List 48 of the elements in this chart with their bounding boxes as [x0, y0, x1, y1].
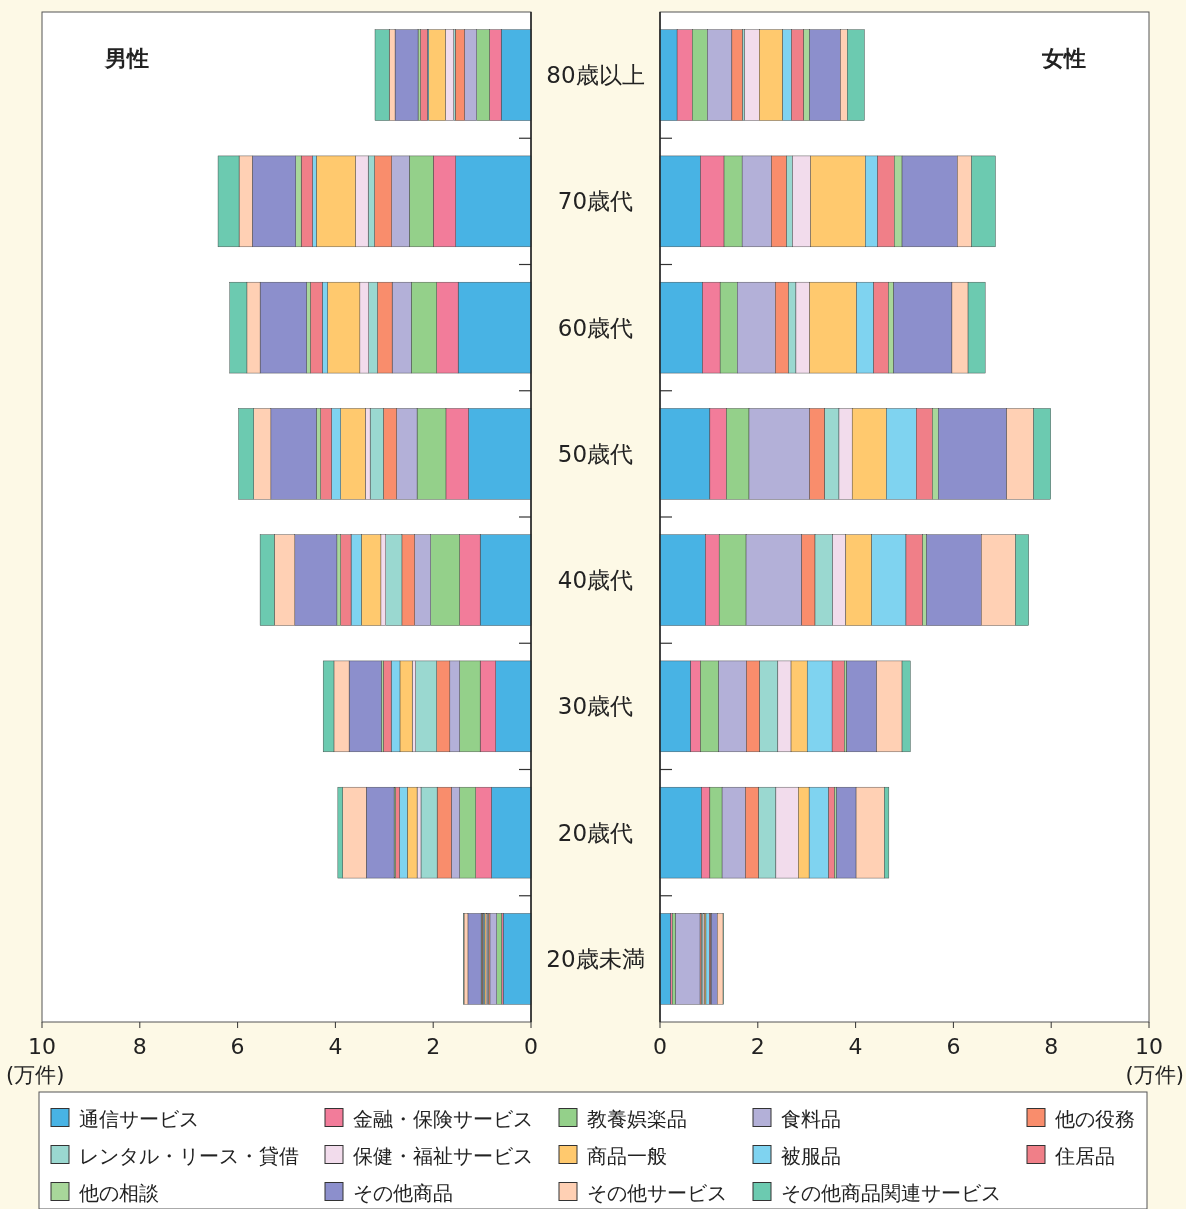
x-tick-label: 8: [132, 1034, 147, 1059]
y-tick-label: 60歳代: [557, 314, 634, 341]
食料品: 食料品: [752, 1106, 841, 1131]
y-tick-label: 50歳代: [557, 440, 634, 467]
legend-label: 教養娯楽品: [587, 1106, 687, 1131]
legend-label: その他商品: [353, 1180, 453, 1205]
その他商品関連サービス: その他商品関連サービス: [752, 1180, 1001, 1205]
x-tick-label: 4: [328, 1034, 343, 1059]
text: 女性: [1041, 46, 1086, 71]
legend-label: 食料品: [781, 1106, 841, 1131]
y-tick-label: 20歳代: [557, 819, 634, 846]
x-tick-label: 4: [848, 1034, 863, 1059]
商品一般: 商品一般: [558, 1143, 667, 1168]
y-tick-label: 40歳代: [557, 567, 634, 594]
legend-label: 住居品: [1054, 1143, 1115, 1168]
x-tick-label: 6: [230, 1034, 245, 1059]
金融・保険サービス: 金融・保険サービス: [324, 1106, 533, 1131]
legend-label: 商品一般: [587, 1143, 667, 1168]
他の相談: 他の相談: [50, 1180, 159, 1205]
x-axis-title: (万件): [6, 1063, 65, 1087]
通信サービス: 通信サービス: [50, 1106, 199, 1131]
y-tick-label: 30歳代: [557, 693, 634, 720]
x-axis-title: (万件): [1125, 1063, 1184, 1087]
legend-label: 他の役務: [1055, 1106, 1135, 1131]
legend-label: 通信サービス: [79, 1106, 199, 1131]
y-tick-label: 20歳未満: [546, 945, 645, 972]
x-tick-label: 0: [653, 1034, 667, 1059]
x-tick-label: 10: [1135, 1034, 1163, 1059]
住居品: 住居品: [1026, 1143, 1115, 1168]
x-tick-label: 8: [1044, 1034, 1059, 1059]
x-tick-label: 6: [946, 1034, 961, 1059]
他の役務: 他の役務: [1026, 1106, 1135, 1131]
教養娯楽品: 教養娯楽品: [558, 1106, 687, 1131]
保健・福祉サービス: 保健・福祉サービス: [324, 1143, 533, 1168]
x-tick-label: 10: [28, 1034, 56, 1059]
x-tick-label: 2: [426, 1034, 441, 1059]
x-tick-label: 0: [524, 1034, 538, 1059]
y-tick-label: 70歳代: [557, 188, 634, 215]
その他商品: その他商品: [324, 1180, 453, 1205]
legend-label: 被服品: [781, 1143, 841, 1168]
legend-label: 他の相談: [79, 1180, 159, 1205]
レンタル・リース・貸借: レンタル・リース・貸借: [50, 1143, 299, 1168]
text: 男性: [104, 46, 149, 71]
legend-label: その他サービス: [587, 1180, 727, 1205]
y-tick-label: 80歳以上: [546, 62, 645, 89]
被服品: 被服品: [752, 1143, 841, 1168]
その他サービス: その他サービス: [558, 1180, 727, 1205]
x-tick-label: 2: [750, 1034, 765, 1059]
